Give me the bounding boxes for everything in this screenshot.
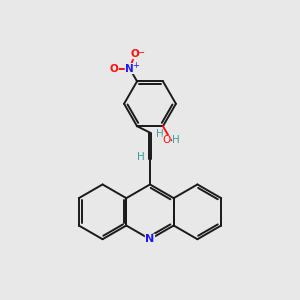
Text: H: H: [172, 135, 180, 145]
Text: O: O: [163, 135, 171, 145]
Text: N: N: [125, 64, 134, 74]
Text: +: +: [132, 61, 139, 70]
Text: N: N: [146, 234, 154, 244]
Text: H: H: [137, 152, 145, 162]
Text: O: O: [130, 49, 139, 59]
Text: H: H: [155, 129, 163, 139]
Text: −: −: [137, 48, 146, 58]
Text: O: O: [110, 64, 119, 74]
